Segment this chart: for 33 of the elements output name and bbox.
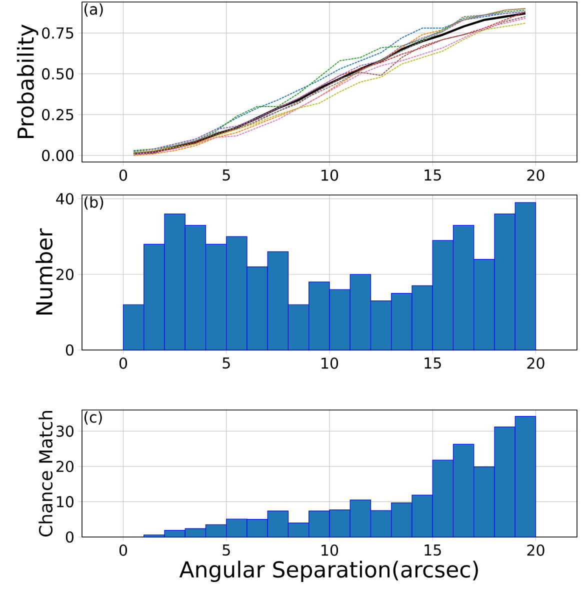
- y-tick-label: 0.50: [42, 68, 74, 80]
- annotation: (c): [84, 411, 102, 425]
- y-tick-label: 20: [56, 460, 74, 472]
- y-tick-label: 0.00: [42, 150, 74, 162]
- x-tick-label: 10: [322, 358, 338, 369]
- y-tick-label: 20: [56, 268, 74, 280]
- x-tick-label: 20: [527, 544, 544, 556]
- x-tick-label: 20: [527, 358, 544, 369]
- y-axis-title: Probability: [16, 24, 38, 138]
- y-axis-title: Number: [36, 228, 53, 315]
- x-axis-title: Angular Separation(arcsec): [179, 560, 478, 582]
- x-tick-label: 10: [322, 170, 338, 181]
- x-tick-label: 5: [222, 544, 230, 556]
- y-tick-label: 0.25: [42, 108, 74, 120]
- y-tick-label: 0: [66, 531, 74, 543]
- y-tick-label: 40: [56, 193, 74, 204]
- y-tick-label: 30: [56, 425, 74, 437]
- x-tick-label: 15: [424, 544, 441, 556]
- annotation: (a): [84, 3, 103, 17]
- x-tick-label: 0: [119, 358, 128, 369]
- y-tick-label: 0.75: [42, 27, 74, 39]
- x-tick-label: 20: [527, 170, 544, 181]
- x-tick-label: 15: [424, 170, 441, 181]
- x-tick-label: 0: [119, 170, 128, 181]
- x-tick-label: 10: [322, 544, 338, 556]
- x-tick-label: 0: [119, 544, 128, 556]
- x-tick-label: 5: [222, 170, 230, 181]
- y-tick-label: 10: [57, 496, 74, 508]
- y-axis-title: Chance Match: [38, 411, 53, 536]
- x-tick-label: 15: [424, 358, 441, 369]
- y-tick-label: 0: [66, 344, 74, 356]
- x-tick-label: 5: [222, 358, 230, 369]
- annotation: (b): [84, 196, 104, 210]
